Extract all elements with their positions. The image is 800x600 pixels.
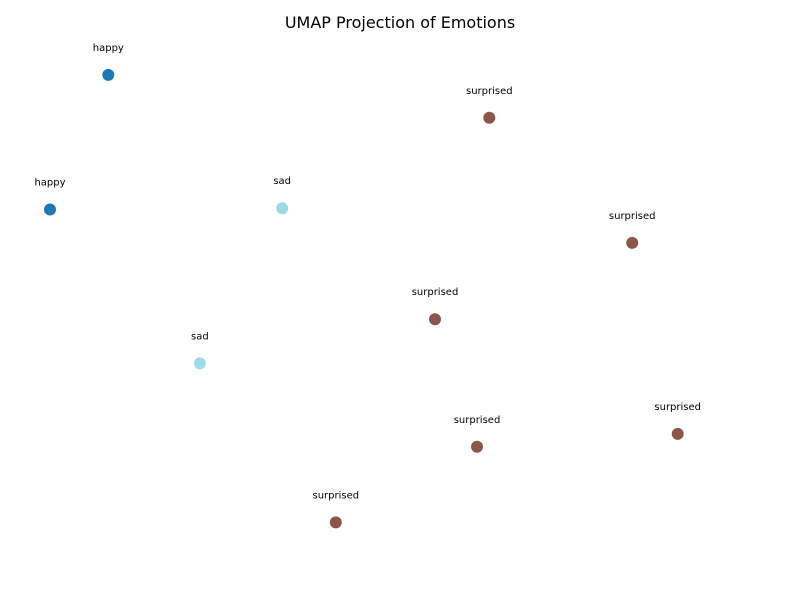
point-surprised-7 xyxy=(671,427,684,440)
point-surprised-6 xyxy=(429,313,441,326)
point-surprised-8 xyxy=(471,440,483,453)
chart-title: UMAP Projection of Emotions xyxy=(285,13,515,32)
point-label-2: sad xyxy=(273,176,291,187)
point-sad-2 xyxy=(276,202,289,215)
point-happy-0 xyxy=(102,68,115,81)
point-label-8: surprised xyxy=(454,415,501,426)
point-label-9: surprised xyxy=(312,490,359,501)
point-surprised-5 xyxy=(626,236,639,249)
points-layer: happy happy sad sad surprised surprised surpri… xyxy=(34,43,701,529)
point-sad-3 xyxy=(193,357,206,370)
point-surprised-9 xyxy=(329,516,342,529)
point-label-4: surprised xyxy=(466,86,513,97)
point-label-1: happy xyxy=(34,178,65,189)
point-label-3: sad xyxy=(191,331,209,342)
point-label-6: surprised xyxy=(412,287,459,298)
point-happy-1 xyxy=(44,203,56,216)
point-label-5: surprised xyxy=(609,211,656,222)
point-label-0: happy xyxy=(93,43,124,54)
point-surprised-4 xyxy=(483,111,496,124)
point-label-7: surprised xyxy=(654,402,701,413)
